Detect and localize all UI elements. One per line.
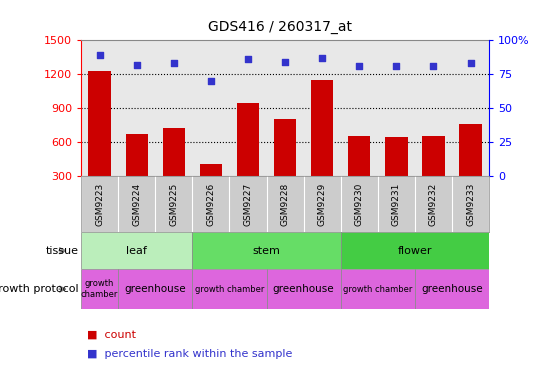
Text: GSM9228: GSM9228 [281, 182, 290, 226]
Point [206, 78, 215, 84]
Bar [126, 134, 148, 176]
Point [466, 60, 475, 66]
Text: GSM9225: GSM9225 [169, 182, 178, 226]
Text: GSM9223: GSM9223 [95, 182, 104, 226]
Text: GSM9232: GSM9232 [429, 182, 438, 226]
Text: ■  percentile rank within the sample: ■ percentile rank within the sample [87, 349, 292, 359]
Bar [88, 71, 111, 176]
Point [355, 63, 364, 69]
Text: GSM9231: GSM9231 [392, 182, 401, 226]
Text: leaf: leaf [126, 246, 147, 256]
Bar [163, 128, 185, 176]
Text: GSM9224: GSM9224 [132, 183, 141, 225]
Bar [274, 119, 296, 176]
Bar [415, 269, 489, 309]
Text: GSM9227: GSM9227 [244, 182, 253, 226]
Text: greenhouse: greenhouse [125, 284, 186, 294]
Text: growth chamber: growth chamber [343, 285, 413, 294]
Text: GSM9233: GSM9233 [466, 182, 475, 226]
Point [318, 55, 326, 61]
Text: ■  count: ■ count [87, 330, 136, 340]
Bar [267, 269, 341, 309]
Text: greenhouse: greenhouse [421, 284, 483, 294]
Bar [348, 136, 371, 176]
Bar [192, 232, 341, 269]
Point [132, 62, 141, 68]
Text: GSM9226: GSM9226 [206, 182, 215, 226]
Bar [311, 80, 333, 176]
Bar [341, 269, 415, 309]
Point [281, 59, 290, 65]
Text: growth protocol: growth protocol [0, 284, 78, 294]
Bar [118, 269, 192, 309]
Text: flower: flower [397, 246, 432, 256]
Bar [192, 269, 267, 309]
Point [429, 63, 438, 69]
Text: greenhouse: greenhouse [273, 284, 334, 294]
Text: GDS416 / 260317_at: GDS416 / 260317_at [207, 20, 352, 34]
Point [169, 60, 178, 66]
Bar [459, 124, 482, 176]
Bar [81, 269, 118, 309]
Text: GSM9230: GSM9230 [355, 182, 364, 226]
Text: GSM9229: GSM9229 [318, 182, 326, 226]
Text: tissue: tissue [45, 246, 78, 256]
Bar [81, 232, 192, 269]
Point [244, 56, 253, 62]
Bar [200, 164, 222, 176]
Text: growth
chamber: growth chamber [81, 279, 119, 299]
Text: stem: stem [253, 246, 281, 256]
Point [392, 63, 401, 69]
Text: growth chamber: growth chamber [195, 285, 264, 294]
Bar [237, 104, 259, 176]
Bar [423, 136, 444, 176]
Point [95, 52, 104, 58]
Bar [341, 232, 489, 269]
Bar [385, 137, 408, 176]
